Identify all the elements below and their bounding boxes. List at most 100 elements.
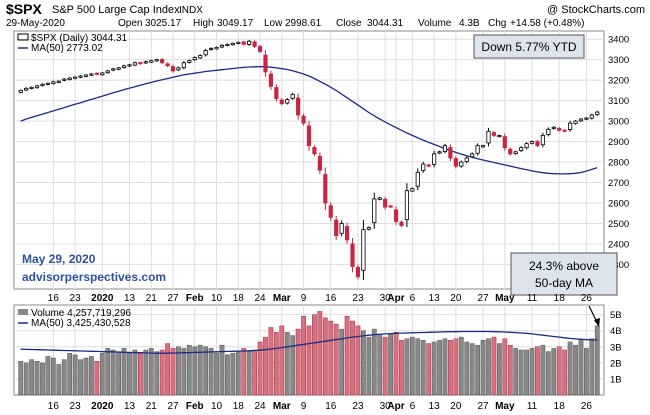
- volume-bar: [273, 332, 279, 396]
- volume-bar: [257, 341, 263, 396]
- candle-body: [252, 41, 257, 47]
- above-ma-box: [510, 252, 618, 296]
- candle-body: [557, 127, 562, 131]
- candle-body: [459, 161, 464, 167]
- x-tick-label: Feb: [186, 293, 204, 304]
- ma50-line: [20, 65, 598, 175]
- volume-bar: [235, 351, 241, 396]
- volume-bar: [513, 348, 519, 396]
- price-tick-label: 3000: [608, 117, 629, 128]
- price-tick-label: 2700: [608, 178, 629, 189]
- volume-bar: [301, 316, 306, 396]
- candle-body: [317, 155, 322, 171]
- ma-legend-label: MA(50) 2773.02: [31, 43, 103, 54]
- volume-bar: [312, 314, 317, 396]
- quote-chg-label: Chg: [488, 18, 506, 29]
- volume-ma-line: [20, 330, 598, 354]
- volume-bar: [393, 332, 399, 396]
- volume-bar: [18, 361, 24, 396]
- candle-body: [45, 82, 51, 85]
- volume-bar: [105, 348, 111, 396]
- quote-high-label: High: [193, 18, 214, 29]
- volume-bar: [181, 348, 187, 396]
- x-tick-label: 13: [429, 293, 441, 304]
- x-tick-label: 20: [450, 293, 462, 304]
- volume-bar: [203, 346, 209, 396]
- volume-bar: [502, 338, 508, 396]
- volume-y-axis: 1B 2B 3B 4B 5B: [610, 310, 622, 385]
- x-tick-label: Apr: [387, 401, 404, 412]
- source-credit: @ StockCharts.com: [547, 4, 645, 16]
- price-tick-label: 3100: [608, 96, 629, 107]
- price-y-axis: 2300 2400 2500 2600 2700 2800 2900 3000 3100 3200…: [608, 35, 629, 271]
- x-tick-label: 2020: [91, 293, 114, 304]
- x-tick-label: 13: [124, 401, 136, 412]
- candle-body: [78, 75, 83, 78]
- candle-body: [562, 129, 567, 132]
- volume-bar: [540, 344, 546, 396]
- candle-body: [154, 59, 159, 62]
- candle-body: [214, 46, 219, 50]
- x-tick-label: 13: [124, 293, 136, 304]
- candle-body: [426, 164, 431, 167]
- volume-panel: 1B 2B 3B 4B 5B Volume 4,257,719,296 MA(50) 3…: [13, 304, 622, 396]
- candle-body: [508, 148, 513, 155]
- candle-body: [51, 81, 56, 85]
- candle-body: [567, 122, 573, 130]
- candle-body: [225, 43, 230, 46]
- candle-body: [323, 174, 328, 204]
- candle-body: [268, 73, 274, 87]
- above-ma-text-line2: 50-day MA: [535, 276, 593, 290]
- volume-ma-legend-label: MA(50) 3,425,430,528: [31, 318, 131, 329]
- volume-bar: [170, 348, 176, 396]
- candle-body: [56, 80, 61, 83]
- candle-body: [257, 46, 263, 52]
- candle-body: [83, 74, 89, 77]
- x-tick-label: 18: [554, 401, 566, 412]
- price-panel-frame: [13, 30, 605, 290]
- volume-bar: [404, 338, 410, 396]
- volume-bar: [551, 348, 557, 396]
- volume-bar: [535, 346, 540, 396]
- volume-bar: [497, 343, 502, 396]
- candle-body: [383, 198, 388, 208]
- candle-body: [524, 143, 529, 149]
- candle-body: [372, 198, 377, 224]
- x-tick-label: 27: [167, 293, 179, 304]
- volume-bar: [420, 340, 426, 396]
- volume-bar: [306, 325, 312, 396]
- candle-body: [350, 243, 355, 267]
- x-tick-label: Mar: [273, 401, 291, 412]
- candle-body: [160, 59, 165, 64]
- x-tick-label: 23: [352, 293, 364, 304]
- candle-body: [296, 97, 301, 116]
- volume-bar: [344, 316, 350, 396]
- volume-bar: [225, 354, 230, 396]
- x-tick-label: 23: [70, 401, 82, 412]
- volume-bar: [317, 311, 323, 396]
- x-tick-label: 21: [146, 293, 158, 304]
- candle-body: [404, 190, 409, 221]
- above-ma-text-line1: 24.3% above: [529, 259, 599, 273]
- candle-body: [497, 135, 502, 138]
- volume-bar: [448, 340, 453, 396]
- volume-bar: [545, 351, 551, 396]
- candle-body: [24, 87, 29, 91]
- volume-bar: [121, 348, 127, 396]
- candle-body: [29, 86, 34, 89]
- ytd-text: Down 5.77% YTD: [481, 40, 576, 54]
- candle-body: [339, 223, 344, 234]
- volume-bar: [230, 352, 236, 396]
- volume-bar: [584, 348, 589, 396]
- x-tick-label: 18: [554, 293, 566, 304]
- volume-bar: [431, 341, 437, 396]
- volume-bar: [458, 336, 464, 396]
- candle-body: [366, 227, 371, 230]
- volume-bar: [268, 327, 274, 396]
- volume-legend-swatch: [18, 309, 28, 315]
- candle-body: [377, 197, 382, 200]
- quote-close-label: Close: [336, 18, 362, 29]
- volume-bar: [399, 340, 404, 396]
- callout-arrow-line: [588, 305, 598, 323]
- x-tick-label: 23: [352, 401, 364, 412]
